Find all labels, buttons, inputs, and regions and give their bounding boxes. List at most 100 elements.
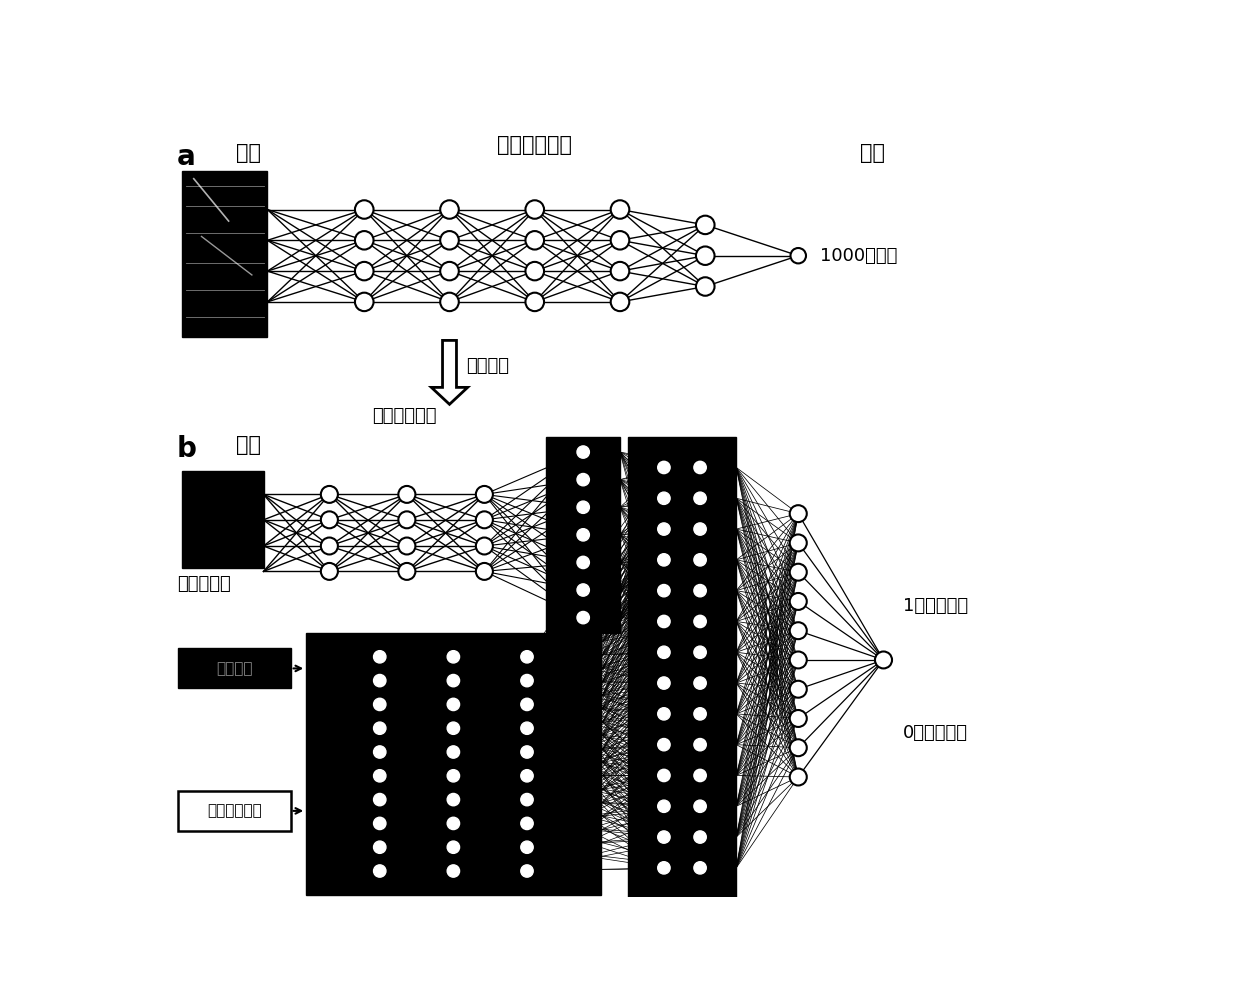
Circle shape [657, 585, 670, 597]
Circle shape [791, 248, 806, 263]
Circle shape [398, 537, 415, 554]
Circle shape [790, 680, 807, 698]
Circle shape [577, 446, 589, 459]
Text: 输出: 输出 [861, 142, 885, 162]
Circle shape [448, 722, 460, 735]
Circle shape [577, 556, 589, 569]
Text: 影像组学特征: 影像组学特征 [207, 803, 262, 818]
Circle shape [398, 486, 415, 503]
Circle shape [526, 292, 544, 311]
Circle shape [790, 739, 807, 756]
Circle shape [373, 770, 386, 782]
Circle shape [448, 841, 460, 854]
Circle shape [694, 800, 707, 812]
Circle shape [448, 650, 460, 663]
Circle shape [355, 292, 373, 311]
Text: 0：消融无效: 0：消融无效 [903, 724, 968, 742]
Circle shape [694, 585, 707, 597]
Circle shape [657, 523, 670, 535]
Circle shape [373, 841, 386, 854]
Circle shape [577, 474, 589, 486]
Circle shape [611, 292, 629, 311]
Circle shape [657, 492, 670, 504]
Circle shape [476, 511, 492, 528]
Text: 1：消融有效: 1：消融有效 [903, 597, 968, 615]
Circle shape [694, 677, 707, 689]
Circle shape [321, 537, 337, 554]
Text: a: a [176, 142, 196, 170]
Circle shape [657, 462, 670, 474]
Bar [182, 472, 263, 568]
Circle shape [448, 770, 460, 782]
Bar [179, 648, 290, 688]
Circle shape [657, 800, 670, 812]
Circle shape [694, 769, 707, 781]
Bar [182, 171, 268, 337]
Circle shape [790, 651, 807, 668]
Circle shape [657, 615, 670, 628]
Circle shape [696, 277, 714, 295]
Text: 新初始化权重: 新初始化权重 [497, 135, 572, 155]
Circle shape [440, 201, 459, 219]
Circle shape [355, 262, 373, 280]
Circle shape [696, 247, 714, 265]
Circle shape [398, 562, 415, 580]
Circle shape [321, 511, 337, 528]
Circle shape [657, 739, 670, 751]
Circle shape [521, 770, 533, 782]
Circle shape [476, 537, 492, 554]
Circle shape [790, 710, 807, 727]
Text: b: b [176, 435, 197, 463]
Circle shape [448, 746, 460, 758]
Circle shape [657, 553, 670, 566]
Circle shape [657, 646, 670, 658]
Circle shape [790, 563, 807, 581]
Circle shape [448, 865, 460, 877]
Circle shape [440, 262, 459, 280]
Circle shape [790, 768, 807, 785]
Text: 输入: 输入 [237, 435, 262, 456]
Circle shape [657, 769, 670, 781]
Circle shape [526, 262, 544, 280]
Circle shape [373, 722, 386, 735]
Circle shape [521, 699, 533, 711]
Circle shape [694, 646, 707, 658]
Circle shape [521, 817, 533, 830]
Circle shape [694, 831, 707, 844]
Circle shape [373, 746, 386, 758]
Circle shape [790, 534, 807, 551]
Circle shape [577, 584, 589, 596]
Circle shape [521, 746, 533, 758]
Circle shape [790, 505, 807, 522]
Bar [547, 436, 620, 633]
Circle shape [521, 865, 533, 877]
Text: 1000个类别: 1000个类别 [820, 247, 898, 265]
Circle shape [694, 492, 707, 504]
Circle shape [790, 593, 807, 610]
Circle shape [373, 699, 386, 711]
Circle shape [373, 650, 386, 663]
Circle shape [476, 486, 492, 503]
Text: 临床特征: 临床特征 [216, 661, 253, 676]
Circle shape [476, 562, 492, 580]
Circle shape [657, 862, 670, 874]
Circle shape [448, 699, 460, 711]
Circle shape [448, 793, 460, 805]
Text: 主成分图像: 主成分图像 [176, 576, 231, 594]
Circle shape [373, 793, 386, 805]
Circle shape [694, 739, 707, 751]
Circle shape [694, 462, 707, 474]
Circle shape [611, 262, 629, 280]
Bar [306, 633, 600, 895]
Circle shape [373, 674, 386, 686]
Circle shape [321, 486, 337, 503]
Circle shape [526, 231, 544, 250]
Circle shape [611, 231, 629, 250]
Circle shape [694, 523, 707, 535]
Circle shape [373, 817, 386, 830]
Circle shape [657, 831, 670, 844]
Circle shape [373, 865, 386, 877]
Circle shape [521, 793, 533, 805]
Text: 迁移学习: 迁移学习 [466, 357, 510, 375]
Circle shape [355, 201, 373, 219]
